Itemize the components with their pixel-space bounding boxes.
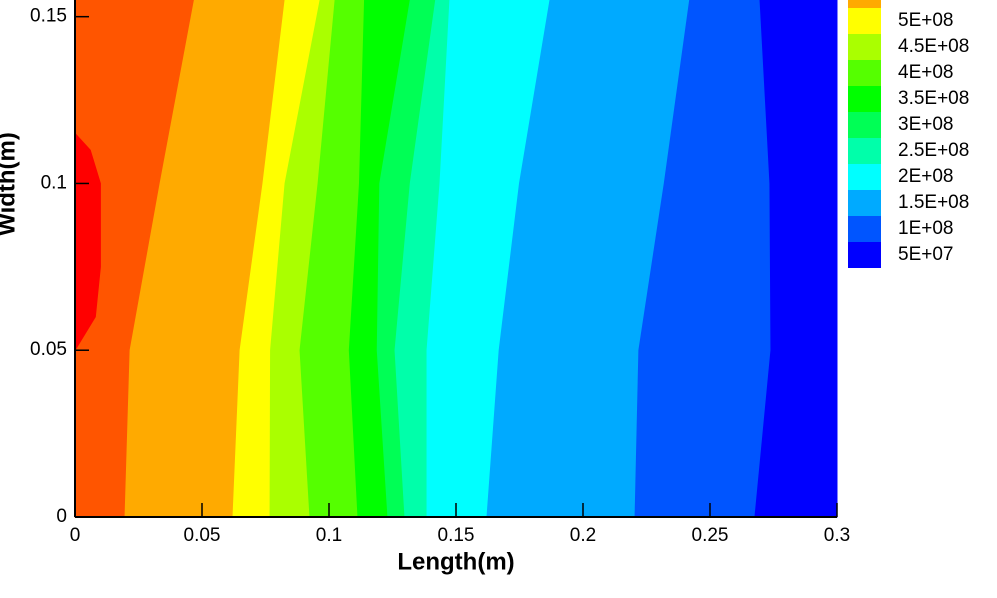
legend-swatch — [848, 164, 881, 190]
legend-label: 4E+08 — [898, 62, 953, 83]
x-tick-label: 0.1 — [316, 525, 342, 546]
legend-label: 4.5E+08 — [898, 36, 969, 57]
legend-swatch — [848, 8, 881, 34]
legend-label: 3.5E+08 — [898, 88, 969, 109]
y-tick-label: 0 — [56, 506, 67, 527]
y-tick-label: 0.1 — [41, 172, 67, 193]
legend-swatch — [848, 242, 881, 268]
legend-swatch — [848, 34, 881, 60]
legend-swatch — [848, 216, 881, 242]
x-tick-label: 0.05 — [184, 525, 221, 546]
legend-swatch — [848, 0, 881, 8]
legend-swatch — [848, 86, 881, 112]
plot-area — [74, 0, 838, 518]
legend-label: 1E+08 — [898, 218, 953, 239]
legend-label: 3E+08 — [898, 114, 953, 135]
legend-label: 5E+07 — [898, 244, 953, 265]
x-tick-label: 0.15 — [438, 525, 475, 546]
legend-label: 5.5E+08 — [898, 0, 969, 5]
legend-swatch — [848, 60, 881, 86]
contour-band — [754, 0, 838, 518]
y-axis-label: Width(m) — [0, 132, 20, 236]
legend-swatch — [848, 112, 881, 138]
legend-swatch — [848, 138, 881, 164]
legend-label: 5E+08 — [898, 10, 953, 31]
legend-label: 1.5E+08 — [898, 192, 969, 213]
x-tick-label: 0.3 — [824, 525, 850, 546]
y-tick-label: 0.15 — [30, 6, 67, 27]
x-axis-label: Length(m) — [397, 548, 514, 575]
legend-label: 2.5E+08 — [898, 140, 969, 161]
x-tick-label: 0.25 — [692, 525, 729, 546]
x-tick-label: 0.2 — [570, 525, 596, 546]
legend-label: 2E+08 — [898, 166, 953, 187]
x-tick-label: 0 — [70, 525, 81, 546]
y-tick-label: 0.05 — [30, 339, 67, 360]
legend-swatch — [848, 190, 881, 216]
